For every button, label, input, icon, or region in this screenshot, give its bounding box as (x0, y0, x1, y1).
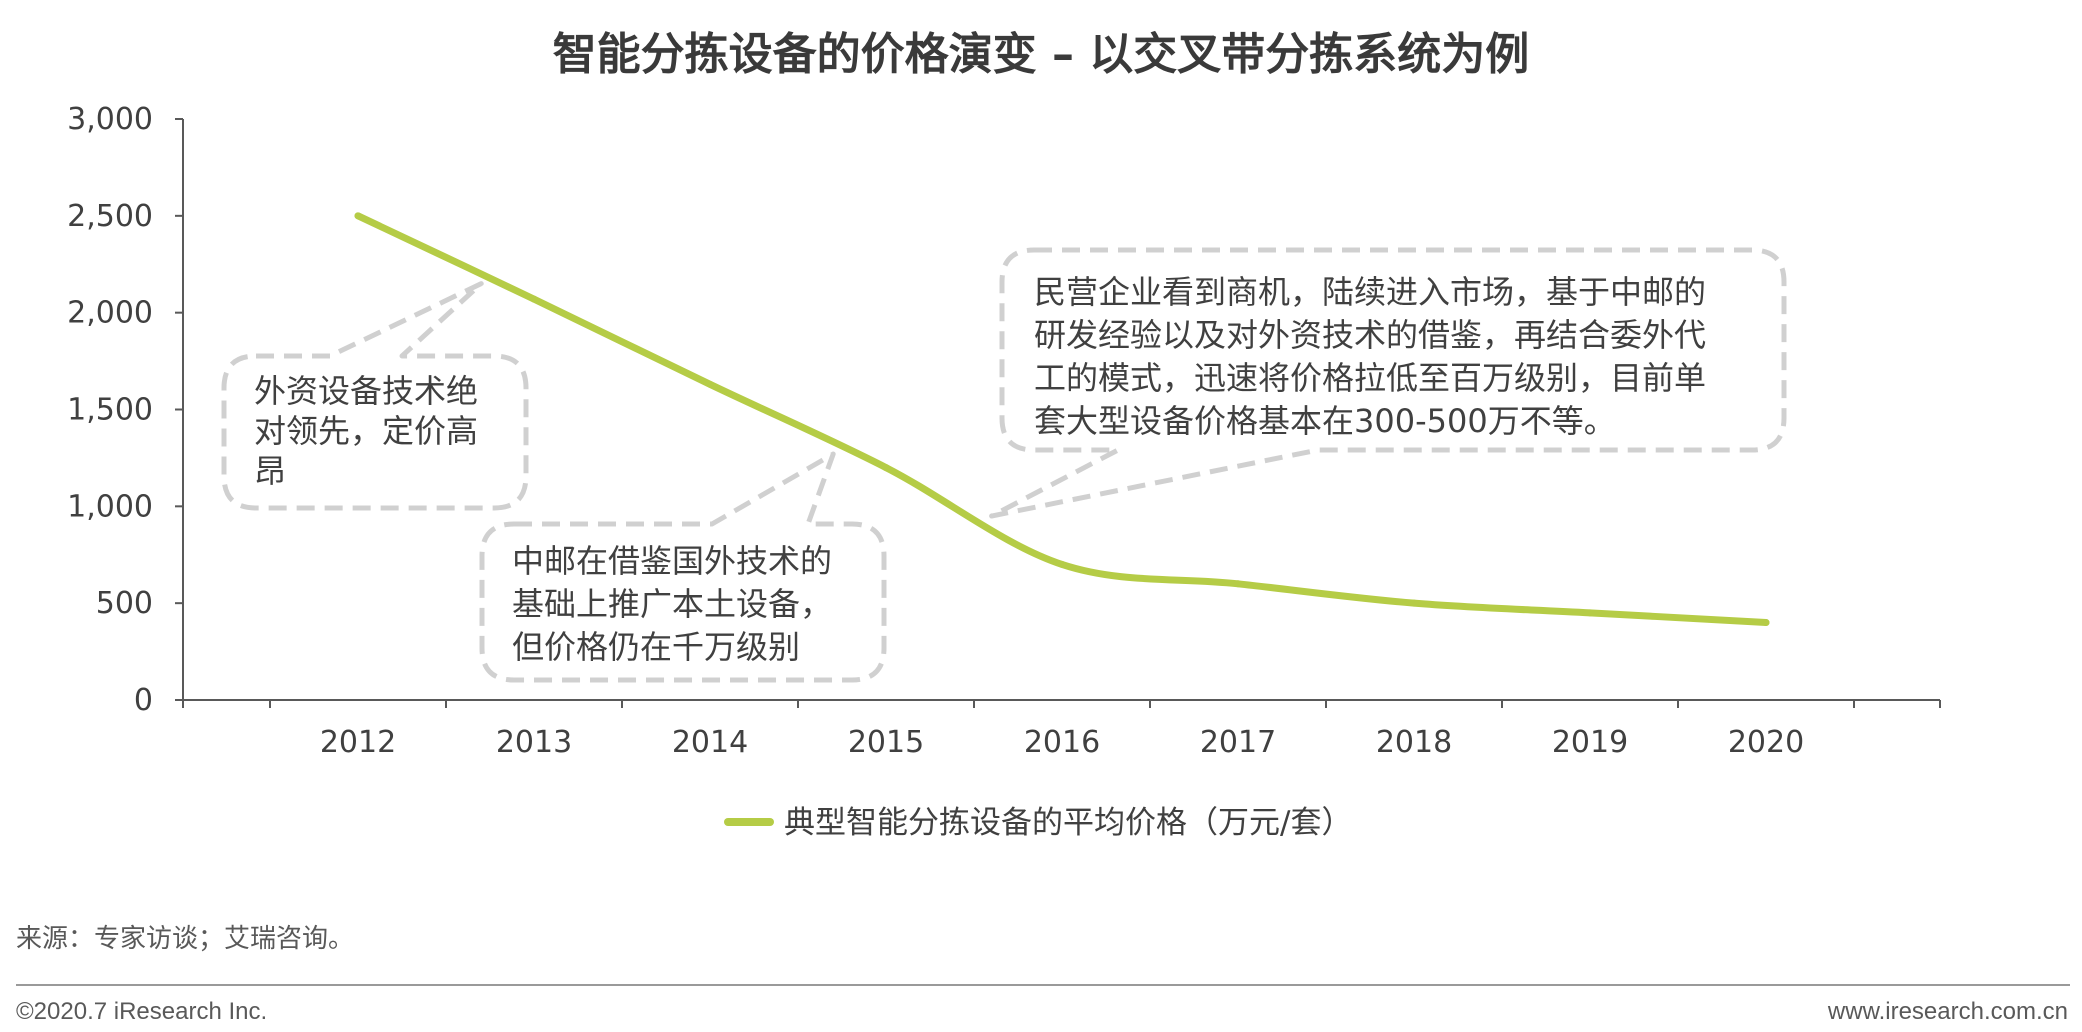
x-tick-label: 2012 (320, 725, 396, 760)
data-point (1586, 609, 1594, 617)
legend: 典型智能分拣设备的平均价格（万元/套） (724, 805, 1352, 841)
callout-bubble (221, 281, 529, 511)
x-tick-label: 2019 (1552, 725, 1628, 760)
x-tick-label: 2016 (1024, 725, 1100, 760)
callout-bubble (989, 247, 1787, 519)
x-tick-label: 2020 (1728, 725, 1804, 760)
x-tick-label: 2014 (672, 725, 748, 760)
callout-text-line: 对领先，定价高 (254, 412, 478, 450)
callout-text-line: 昂 (254, 452, 286, 490)
data-point (706, 380, 714, 388)
series-layer (354, 212, 1770, 627)
callout-bubble (479, 451, 887, 683)
x-tick-label: 2018 (1376, 725, 1452, 760)
footer-divider (16, 984, 2070, 986)
data-point (1058, 560, 1066, 568)
data-point (530, 295, 538, 303)
footer-copyright: ©2020.7 iResearch Inc. (16, 998, 268, 1025)
footer-url[interactable]: www.iresearch.com.cn (1827, 998, 2068, 1025)
callout-text-line: 中邮在借鉴国外技术的 (512, 542, 832, 580)
source-note: 来源：专家访谈；艾瑞咨询。 (16, 924, 355, 954)
y-tick-label: 0 (134, 683, 153, 718)
callout-text-line: 研发经验以及对外资技术的借鉴，再结合委外代 (1034, 316, 1706, 354)
callout-text-line: 工的模式，迅速将价格拉低至百万级别，目前单 (1034, 359, 1706, 397)
y-tick-label: 2,000 (67, 296, 153, 331)
data-point (1410, 599, 1418, 607)
callout-text-line: 套大型设备价格基本在300-500万不等。 (1034, 402, 1616, 440)
x-tick-label: 2015 (848, 725, 924, 760)
x-tick-label: 2017 (1200, 725, 1276, 760)
callout-text-line: 外资设备技术绝 (254, 372, 478, 410)
axes: 0 500 1,000 1,500 2,000 2,500 3,000 2012 2013 201… (67, 102, 1941, 760)
y-tick-label: 1,500 (67, 393, 153, 428)
callout-text-line: 但价格仍在千万级别 (512, 628, 800, 666)
legend-label: 典型智能分拣设备的平均价格（万元/套） (784, 805, 1352, 841)
data-point (354, 212, 362, 220)
data-point (882, 464, 890, 472)
callout-text-line: 民营企业看到商机，陆续进入市场，基于中邮的 (1034, 273, 1706, 311)
annotation-callout: 民营企业看到商机，陆续进入市场，基于中邮的研发经验以及对外资技术的借鉴，再结合委… (989, 247, 1787, 519)
x-tick-label: 2013 (496, 725, 572, 760)
y-tick-label: 2,500 (67, 199, 153, 234)
y-tick-label: 1,000 (67, 489, 153, 524)
y-tick-label: 3,000 (67, 102, 153, 137)
callout-text-line: 基础上推广本土设备， (512, 585, 832, 623)
data-point (1762, 619, 1770, 627)
chart-title: 智能分拣设备的价格演变 – 以交叉带分拣系统为例 (552, 29, 1530, 80)
y-tick-label: 500 (96, 586, 153, 621)
legend-item: 典型智能分拣设备的平均价格（万元/套） (724, 805, 1352, 841)
data-point (1234, 580, 1242, 588)
